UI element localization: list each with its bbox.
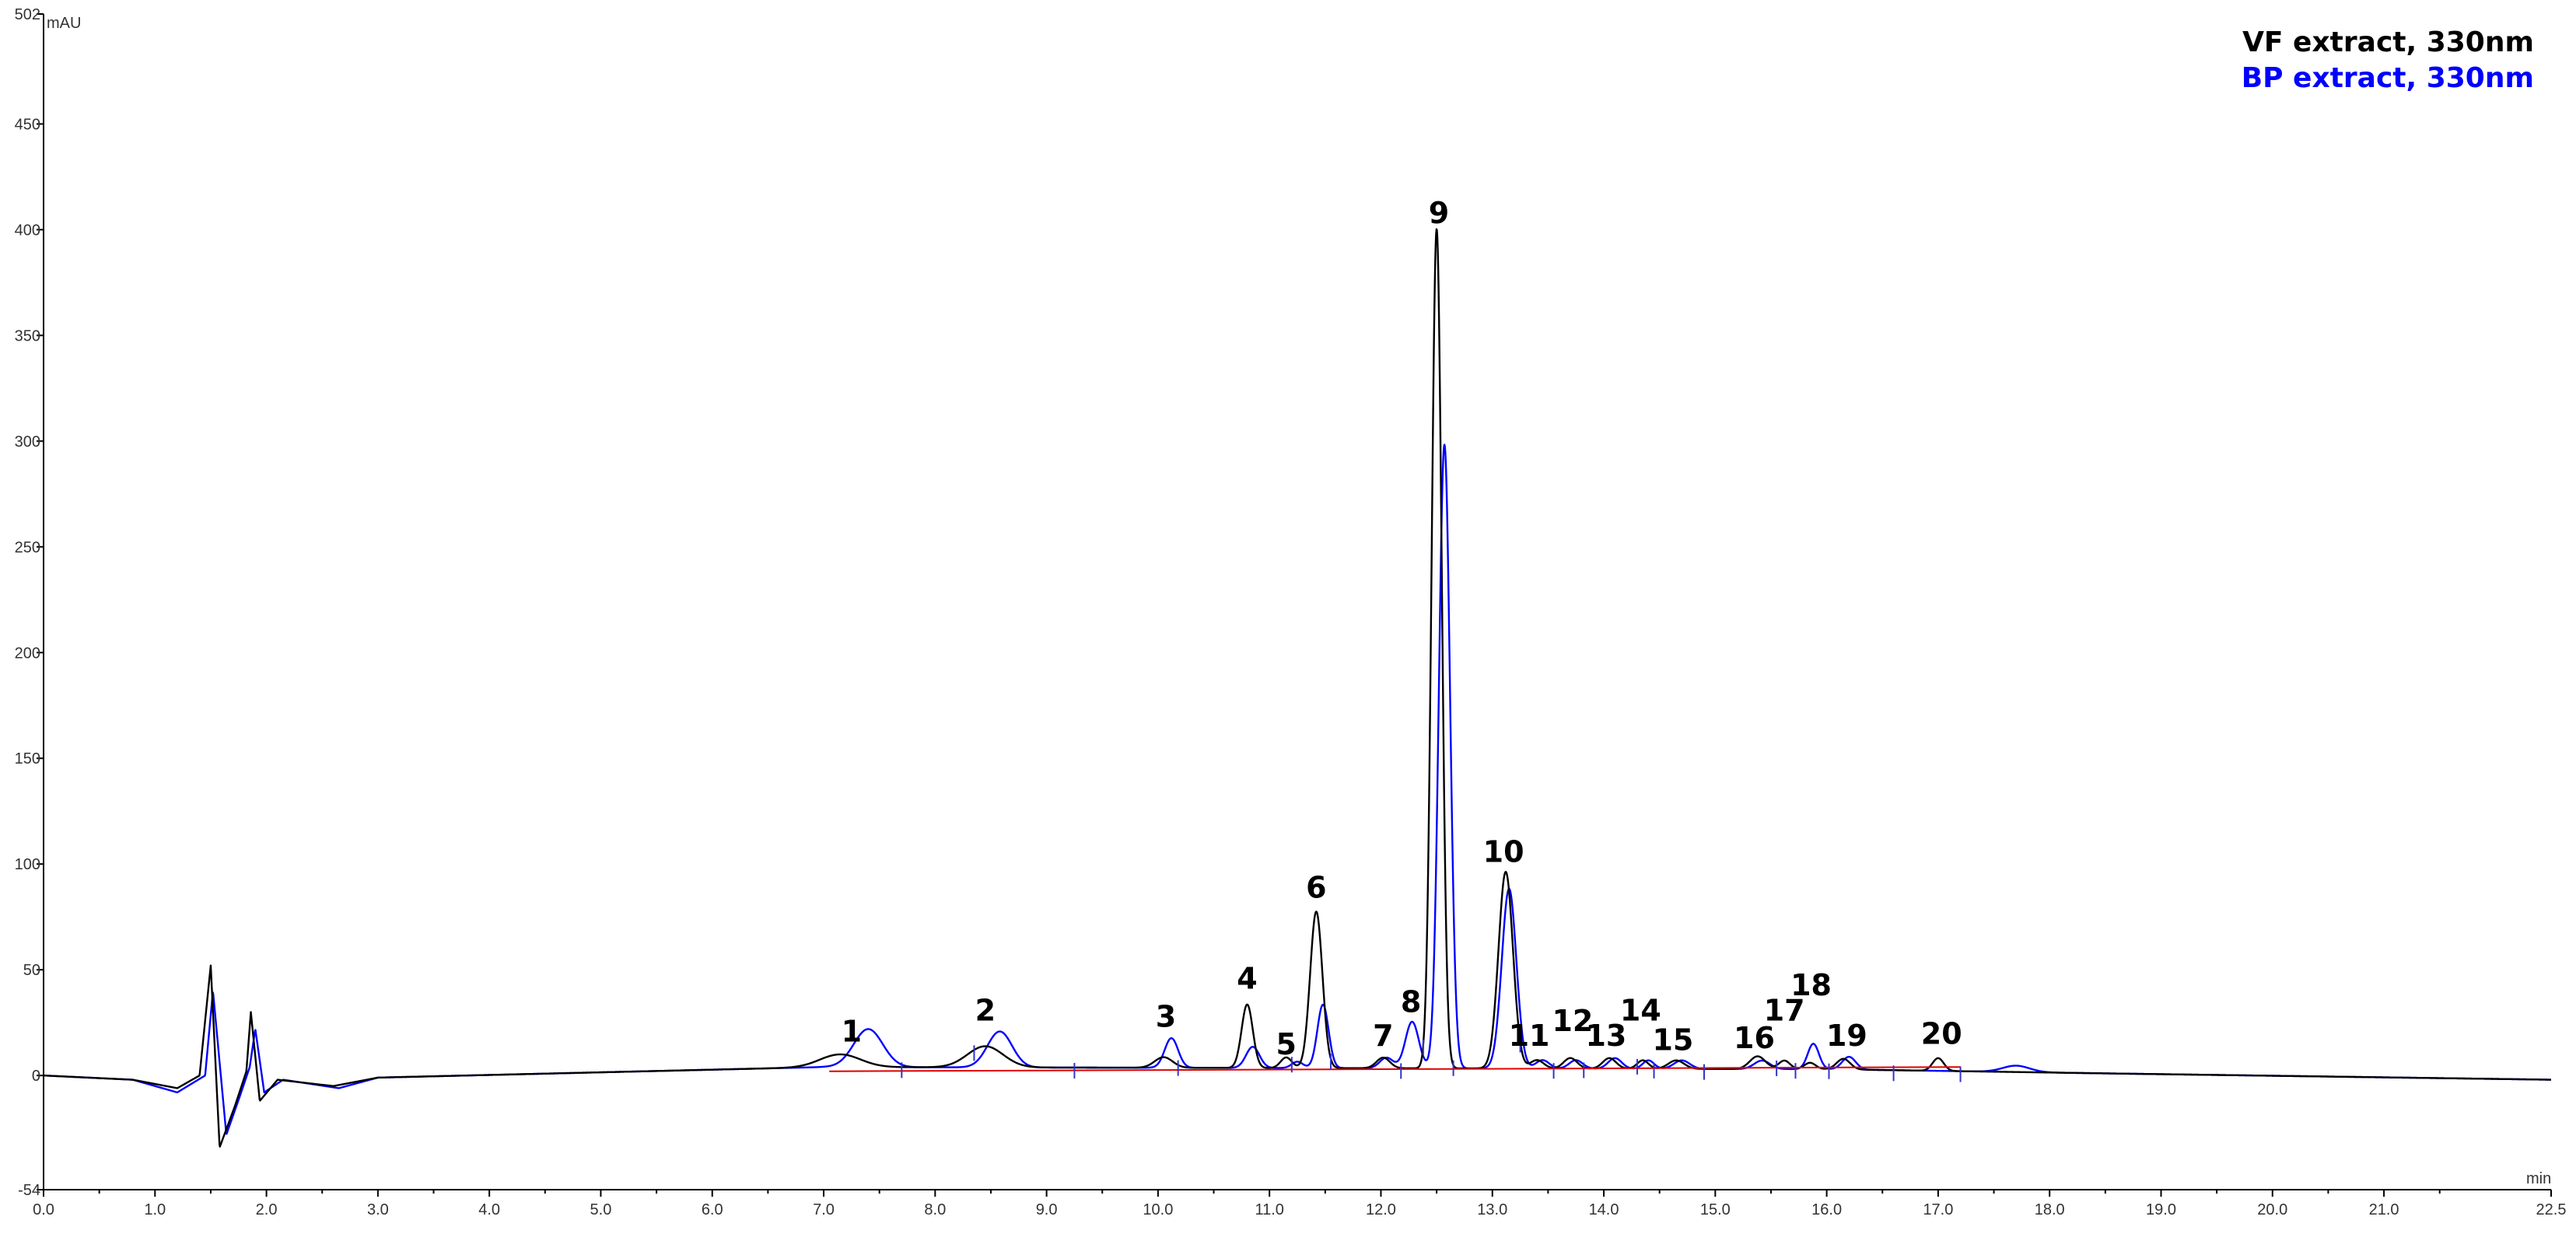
integration-marks xyxy=(901,1036,1962,1082)
x-tick-label: 3.0 xyxy=(367,1201,389,1218)
x-tick-label: 5.0 xyxy=(590,1201,612,1218)
y-tick-label: 450 xyxy=(15,116,40,133)
y-tick-label: 200 xyxy=(15,645,40,662)
y-axis-ticks: -54 0 50 100 150 200 250 300 350 400 450 502 xyxy=(15,6,44,1199)
peak-label-16: 16 xyxy=(1734,1021,1775,1055)
peak-label-6: 6 xyxy=(1306,871,1326,905)
peak-label-7: 7 xyxy=(1373,1019,1393,1053)
x-tick-label: 8.0 xyxy=(924,1201,946,1218)
peak-label-15: 15 xyxy=(1652,1023,1693,1057)
legend-vf-extract: VF extract, 330nm xyxy=(2242,26,2534,58)
x-tick-label: 6.0 xyxy=(702,1201,723,1218)
x-tick-label: 21.0 xyxy=(2369,1201,2399,1218)
y-tick-label: 400 xyxy=(15,222,40,239)
peak-label-9: 9 xyxy=(1429,196,1449,230)
peak-label-10: 10 xyxy=(1483,834,1524,869)
x-tick-label: 12.0 xyxy=(1366,1201,1396,1218)
peak-label-8: 8 xyxy=(1401,985,1421,1019)
peak-label-1: 1 xyxy=(842,1015,862,1049)
y-tick-label: 100 xyxy=(15,856,40,873)
y-tick-label: 350 xyxy=(15,327,40,344)
peak-label-12: 12 xyxy=(1552,1004,1593,1038)
legend-bp-extract: BP extract, 330nm xyxy=(2242,62,2534,94)
peak-label-11: 11 xyxy=(1509,1019,1550,1053)
x-axis-unit-label: min xyxy=(2526,1170,2551,1187)
x-tick-label: 14.0 xyxy=(1589,1201,1619,1218)
peak-label-17: 17 xyxy=(1764,993,1805,1027)
x-tick-label: 17.0 xyxy=(1923,1201,1953,1218)
peak-label-2: 2 xyxy=(975,993,996,1027)
y-tick-label: 150 xyxy=(15,750,40,767)
x-tick-label: 15.0 xyxy=(1700,1201,1731,1218)
x-tick-label: 0.0 xyxy=(33,1201,54,1218)
y-tick-label: 502 xyxy=(15,6,40,23)
y-tick-label: 300 xyxy=(15,433,40,450)
vf-extract-trace xyxy=(43,228,2552,1148)
peak-label-14: 14 xyxy=(1620,993,1661,1027)
y-axis-unit-label: mAU xyxy=(47,15,81,32)
series-lines xyxy=(43,228,2552,1148)
x-tick-label: 11.0 xyxy=(1255,1201,1283,1218)
x-tick-label: 20.0 xyxy=(2257,1201,2287,1218)
x-axis-ticks: 0.0 1.0 2.0 3.0 4.0 5.0 6.0 7.0 8.0 9.0 10.0 11.0 12… xyxy=(33,1190,2566,1218)
peak-label-5: 5 xyxy=(1276,1027,1296,1061)
peak-label-3: 3 xyxy=(1156,1000,1176,1034)
axes xyxy=(43,14,2551,1190)
y-tick-label: 50 xyxy=(23,962,40,979)
y-tick-label: -54 xyxy=(18,1182,40,1199)
x-tick-label: 16.0 xyxy=(1811,1201,1842,1218)
x-tick-label: 22.5 xyxy=(2536,1201,2567,1218)
x-tick-label: 9.0 xyxy=(1036,1201,1058,1218)
peak-label-20: 20 xyxy=(1921,1016,1962,1050)
peak-label-19: 19 xyxy=(1826,1019,1867,1053)
x-tick-label: 18.0 xyxy=(2035,1201,2065,1218)
y-tick-label: 0 xyxy=(32,1068,40,1085)
x-tick-label: 2.0 xyxy=(256,1201,278,1218)
x-tick-label: 13.0 xyxy=(1477,1201,1507,1218)
x-tick-label: 4.0 xyxy=(478,1201,500,1218)
x-tick-label: 19.0 xyxy=(2146,1201,2176,1218)
x-tick-label: 10.0 xyxy=(1143,1201,1173,1218)
peak-label-18: 18 xyxy=(1790,968,1832,1002)
reference-baseline xyxy=(829,1066,1961,1072)
y-tick-label: 250 xyxy=(15,539,40,556)
x-tick-label: 1.0 xyxy=(144,1201,166,1218)
peak-label-4: 4 xyxy=(1237,962,1257,996)
x-tick-label: 7.0 xyxy=(813,1201,835,1218)
peak-label-13: 13 xyxy=(1585,1019,1626,1053)
